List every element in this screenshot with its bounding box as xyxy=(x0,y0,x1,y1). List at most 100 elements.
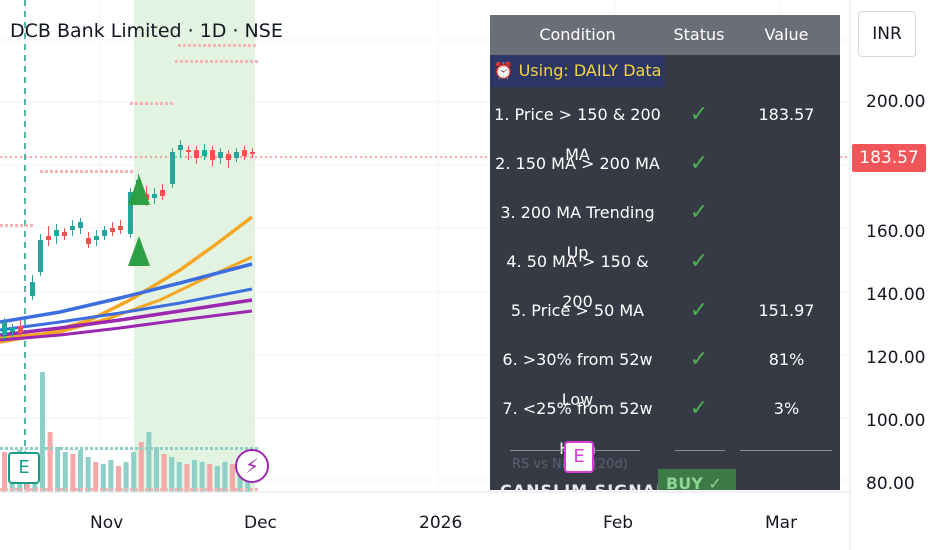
level-dot xyxy=(25,488,28,491)
level-dot xyxy=(60,170,63,173)
table-header: Condition Status Value xyxy=(490,15,840,55)
candle-body xyxy=(46,236,51,240)
level-dot xyxy=(230,488,233,491)
header-condition: Condition xyxy=(539,25,616,44)
buy-signal-badge: BUY ✓ xyxy=(658,469,736,490)
level-dot xyxy=(220,488,223,491)
level-dot xyxy=(180,488,183,491)
level-dot xyxy=(95,170,98,173)
x-axis-label: Mar xyxy=(765,513,798,533)
highlight-region xyxy=(134,0,255,492)
level-dot xyxy=(130,488,133,491)
candle-body xyxy=(10,328,15,332)
level-dot xyxy=(60,447,63,450)
level-dot xyxy=(240,488,243,491)
level-dot xyxy=(160,447,163,450)
level-dot xyxy=(55,170,58,173)
ma-purple-1 xyxy=(0,298,253,337)
level-dot xyxy=(65,170,68,173)
level-dot xyxy=(145,102,148,105)
candle-body xyxy=(202,150,207,156)
level-dot xyxy=(5,447,8,450)
level-dot xyxy=(200,60,203,63)
volume-bar xyxy=(192,460,197,492)
level-dot xyxy=(245,488,248,491)
ma-blue-2 xyxy=(0,287,253,332)
event-bolt-icon[interactable]: ⚡ xyxy=(235,449,269,483)
volume-bar xyxy=(169,457,175,492)
level-dot xyxy=(235,60,238,63)
value-cell xyxy=(733,144,840,184)
level-dot xyxy=(253,44,256,47)
condition-cell: 5. Price > 50 MA xyxy=(510,301,645,320)
level-dot xyxy=(243,44,246,47)
status-check-icon: ✓ xyxy=(689,396,709,421)
volume-bar xyxy=(47,432,53,492)
level-dot xyxy=(165,102,168,105)
level-dot xyxy=(255,60,258,63)
y-axis-label: 100.00 xyxy=(866,411,926,431)
candle-body xyxy=(160,190,165,196)
level-dot xyxy=(60,488,63,491)
level-dot xyxy=(80,170,83,173)
level-dot xyxy=(65,488,68,491)
level-dot xyxy=(235,447,238,450)
level-dot xyxy=(208,44,211,47)
candle-body xyxy=(218,152,223,158)
level-dot xyxy=(50,488,53,491)
level-dot xyxy=(80,447,83,450)
level-dot xyxy=(120,170,123,173)
level-dot xyxy=(185,447,188,450)
data-source-label: ⏰ Using: DAILY Data xyxy=(490,55,665,87)
level-dot xyxy=(225,447,228,450)
currency-button[interactable]: INR xyxy=(858,11,916,57)
signal-label: CANSLIM SIGNAL xyxy=(500,481,667,490)
level-dot xyxy=(70,170,73,173)
status-check-icon: ✓ xyxy=(689,249,709,274)
level-dot xyxy=(220,447,223,450)
earnings-marker-icon[interactable]: E xyxy=(8,452,40,484)
level-dot xyxy=(85,170,88,173)
candle-body xyxy=(62,232,67,236)
level-dot xyxy=(10,488,13,491)
level-dot xyxy=(135,447,138,450)
level-dot xyxy=(190,488,193,491)
level-dot xyxy=(195,447,198,450)
volume-bar xyxy=(131,452,137,492)
level-dot xyxy=(210,447,213,450)
level-dot xyxy=(205,447,208,450)
level-dot xyxy=(125,488,128,491)
divider xyxy=(675,450,725,451)
value-cell xyxy=(733,193,840,233)
level-dot xyxy=(170,447,173,450)
level-dot xyxy=(170,102,173,105)
volume-bar xyxy=(55,447,61,492)
condition-cell: 7. <25% from 52w High xyxy=(502,399,653,458)
header-value: Value xyxy=(764,25,809,44)
level-dot xyxy=(110,447,113,450)
earnings-marker-icon-2[interactable]: E xyxy=(564,441,594,473)
volume-bar xyxy=(2,452,7,492)
volume-bar xyxy=(100,464,106,492)
level-dot xyxy=(30,224,33,227)
candle-body xyxy=(178,145,183,150)
level-dot xyxy=(190,447,193,450)
volume-bar xyxy=(78,450,83,492)
condition-cell: 2. 150 MA > 200 MA xyxy=(495,154,660,173)
volume-bar xyxy=(108,460,114,492)
value-cell: 81% xyxy=(768,350,805,369)
level-dot xyxy=(110,170,113,173)
level-dot xyxy=(20,447,23,450)
level-dot xyxy=(140,102,143,105)
level-dot xyxy=(165,488,168,491)
level-dot xyxy=(100,488,103,491)
level-dot xyxy=(5,224,8,227)
status-check-icon: ✓ xyxy=(689,347,709,372)
candle-body xyxy=(94,236,99,240)
volume-bar xyxy=(62,452,68,492)
value-cell xyxy=(733,242,840,282)
level-dot xyxy=(45,170,48,173)
candle-body xyxy=(250,152,255,154)
level-dot xyxy=(215,60,218,63)
level-dot xyxy=(100,447,103,450)
